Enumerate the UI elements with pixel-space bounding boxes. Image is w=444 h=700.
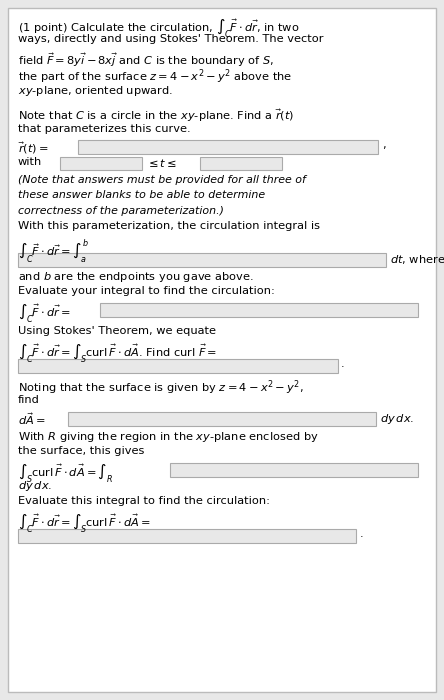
Text: $dy\, dx$.: $dy\, dx$.	[380, 412, 414, 426]
Text: (Note that answers must be provided for all three of: (Note that answers must be provided for …	[18, 175, 306, 185]
Text: the surface, this gives: the surface, this gives	[18, 447, 144, 456]
Text: $\leq t \leq$: $\leq t \leq$	[146, 157, 177, 169]
Text: find: find	[18, 395, 40, 405]
Text: $\int_C \vec{F} \cdot d\vec{r} = \int_S \mathrm{curl}\, \vec{F} \cdot d\vec{A}$.: $\int_C \vec{F} \cdot d\vec{r} = \int_S …	[18, 342, 217, 365]
Text: .: .	[341, 359, 345, 369]
Bar	[60, 157, 142, 169]
Text: Noting that the surface is given by $z = 4 - x^2 - y^2$,: Noting that the surface is given by $z =…	[18, 379, 304, 398]
Text: Note that $C$ is a circle in the $xy$-plane. Find a $\vec{r}(t)$: Note that $C$ is a circle in the $xy$-pl…	[18, 107, 294, 124]
Bar	[78, 140, 378, 154]
Text: that parameterizes this curve.: that parameterizes this curve.	[18, 124, 190, 134]
Bar	[200, 157, 282, 169]
Text: Evaluate this integral to find the circulation:: Evaluate this integral to find the circu…	[18, 496, 270, 506]
Text: $dt$, where $a$: $dt$, where $a$	[390, 253, 444, 266]
Bar	[18, 528, 356, 542]
Text: $\vec{r}(t) =$: $\vec{r}(t) =$	[18, 140, 48, 156]
Text: (1 point) Calculate the circulation, $\int_C \vec{F} \cdot d\vec{r}$, in two: (1 point) Calculate the circulation, $\i…	[18, 18, 300, 41]
Bar	[18, 253, 386, 267]
Text: $\int_C \vec{F} \cdot d\vec{r} = \int_S \mathrm{curl}\, \vec{F} \cdot d\vec{A} =: $\int_C \vec{F} \cdot d\vec{r} = \int_S …	[18, 512, 151, 535]
Text: Evaluate your integral to find the circulation:: Evaluate your integral to find the circu…	[18, 286, 275, 296]
Text: $d\vec{A} =$: $d\vec{A} =$	[18, 412, 46, 428]
Text: ways, directly and using Stokes' Theorem. The vector: ways, directly and using Stokes' Theorem…	[18, 34, 324, 45]
Text: with: with	[18, 157, 42, 167]
Bar	[18, 359, 338, 373]
Text: and $b$ are the endpoints you gave above.: and $b$ are the endpoints you gave above…	[18, 270, 254, 284]
Text: $\int_C \vec{F} \cdot d\vec{r} = \int_a^b$: $\int_C \vec{F} \cdot d\vec{r} = \int_a^…	[18, 238, 89, 266]
Text: $dy\, dx$.: $dy\, dx$.	[18, 480, 52, 494]
Text: ,: ,	[382, 140, 386, 150]
Text: these answer blanks to be able to determine: these answer blanks to be able to determ…	[18, 190, 265, 200]
Bar	[170, 463, 418, 477]
Text: correctness of the parameterization.): correctness of the parameterization.)	[18, 206, 224, 216]
Text: the part of the surface $z = 4 - x^2 - y^2$ above the: the part of the surface $z = 4 - x^2 - y…	[18, 67, 292, 86]
Text: With $R$ giving the region in the $xy$-plane enclosed by: With $R$ giving the region in the $xy$-p…	[18, 430, 319, 444]
Text: Using Stokes' Theorem, we equate: Using Stokes' Theorem, we equate	[18, 326, 216, 336]
Text: $xy$-plane, oriented upward.: $xy$-plane, oriented upward.	[18, 84, 173, 98]
Bar	[100, 302, 418, 316]
Text: $\int_S \mathrm{curl}\, \vec{F} \cdot d\vec{A} = \int_R$: $\int_S \mathrm{curl}\, \vec{F} \cdot d\…	[18, 463, 113, 485]
Text: .: .	[360, 528, 364, 539]
Bar	[68, 412, 376, 426]
Text: field $\vec{F} = 8y\vec{i} - 8x\vec{j}$ and $C$ is the boundary of $S$,: field $\vec{F} = 8y\vec{i} - 8x\vec{j}$ …	[18, 51, 274, 69]
Text: With this parameterization, the circulation integral is: With this parameterization, the circulat…	[18, 221, 320, 231]
Text: $\int_C \vec{F} \cdot d\vec{r} =$: $\int_C \vec{F} \cdot d\vec{r} =$	[18, 302, 71, 325]
